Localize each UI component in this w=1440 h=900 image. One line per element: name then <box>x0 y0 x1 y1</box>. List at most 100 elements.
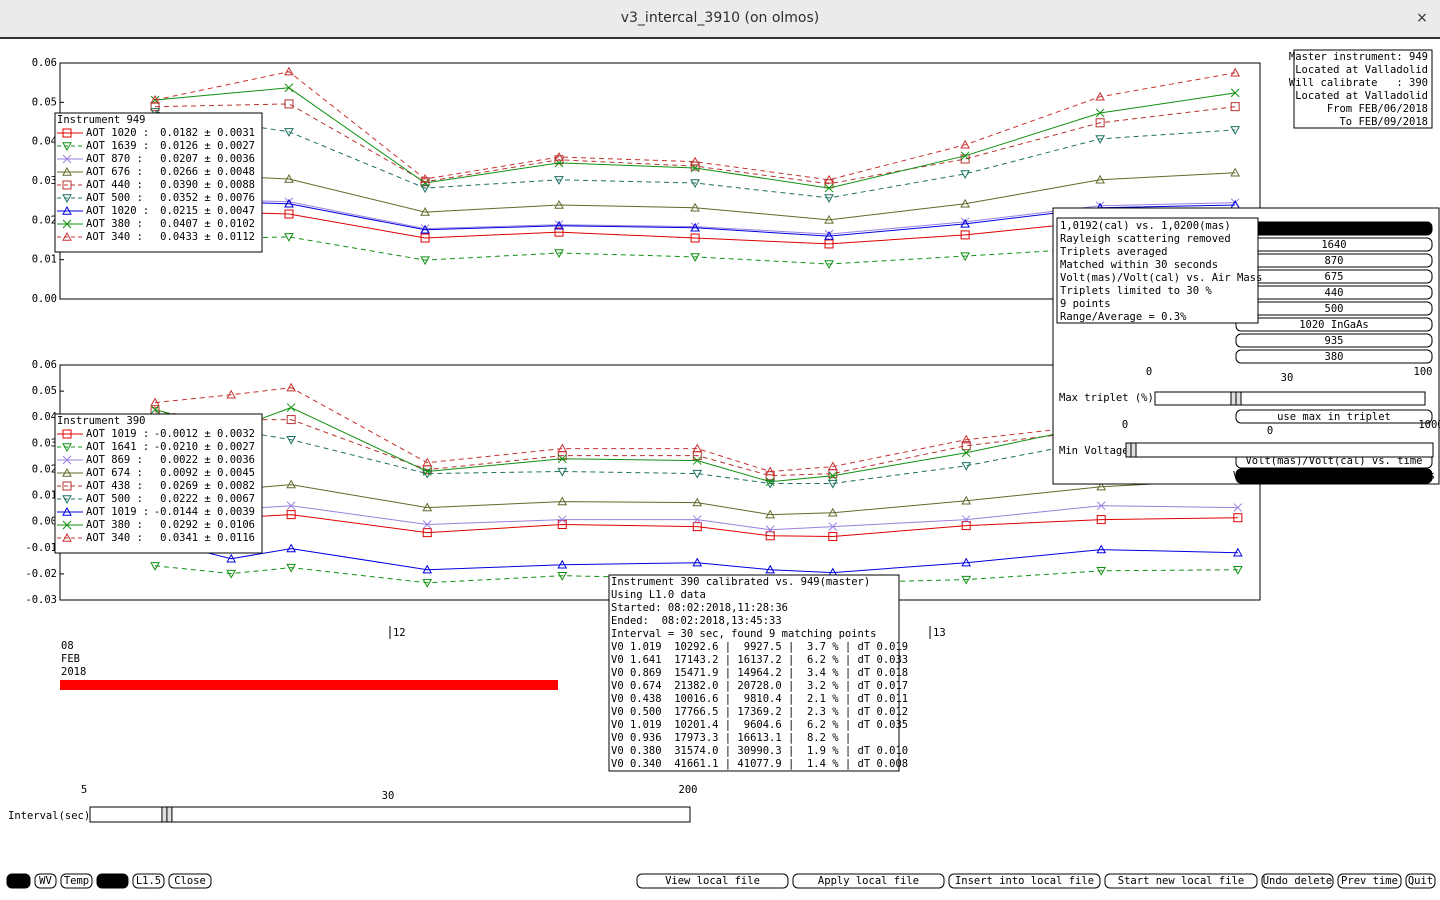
toolbar-button[interactable] <box>1104 873 1258 889</box>
toolbar-button-label[interactable]: L1.5 <box>136 875 161 887</box>
series-line <box>154 111 1236 199</box>
toolbar-button[interactable] <box>60 873 93 889</box>
toolbar-button[interactable] <box>6 873 31 889</box>
toolbar-button[interactable] <box>1337 873 1402 889</box>
marker-triangle <box>422 502 433 512</box>
status-line: Matched within 30 seconds <box>1060 259 1218 271</box>
toolbar-button-label[interactable]: Insert into local file <box>955 875 1094 887</box>
marker-triangle <box>554 220 564 230</box>
marker-square <box>692 522 702 532</box>
y-tick-label: 0.06 <box>32 359 57 371</box>
marker-triangle-down <box>284 233 294 242</box>
marker-triangle <box>960 218 970 228</box>
calibration-line: V0 1.019 10201.4 | 9604.6 | 6.2 % | dT 0… <box>611 719 908 731</box>
wavelength-button[interactable] <box>1235 349 1433 364</box>
legend-stat: 0.0269 ± 0.0082 <box>160 480 255 492</box>
wavelength-button-label[interactable]: 440 <box>1325 287 1344 299</box>
marker-square <box>961 521 971 531</box>
calibration-line: Instrument 390 calibrated vs. 949(master… <box>611 576 870 588</box>
toolbar-button-label[interactable]: Temp <box>64 875 89 887</box>
marker-triangle <box>690 156 700 166</box>
toolbar-button-label[interactable]: AOT <box>9 875 29 887</box>
y-tick-label: 0.01 <box>32 254 57 266</box>
wavelength-button-label[interactable]: 380 <box>1325 351 1344 363</box>
marker-triangle <box>961 495 972 505</box>
marker-triangle <box>150 94 160 104</box>
wavelength-button-label[interactable]: 675 <box>1325 271 1344 283</box>
marker-triangle-down <box>824 260 834 270</box>
marker-square <box>286 510 296 520</box>
toolbar-button[interactable] <box>636 873 789 889</box>
marker-triangle-down <box>960 252 970 262</box>
toolbar-button-label[interactable]: Apply local file <box>818 875 919 887</box>
toolbar-button[interactable] <box>1405 873 1436 889</box>
legend-label: AOT 674 : <box>86 467 143 479</box>
series-line <box>154 172 1236 221</box>
wavelength-button-label[interactable]: 870 <box>1325 255 1344 267</box>
marker-triangle <box>961 434 972 444</box>
toolbar-button[interactable] <box>1261 873 1334 889</box>
wavelength-button-label[interactable]: 1640 <box>1321 239 1346 251</box>
marker-triangle <box>62 467 72 477</box>
toolbar-button-label[interactable]: Prev time <box>1341 875 1398 887</box>
marker-cross <box>286 501 296 511</box>
option-button[interactable] <box>1235 409 1433 424</box>
toolbar-button-label[interactable]: Quit <box>1408 875 1433 887</box>
date-label: 08 <box>61 640 74 652</box>
status-box <box>1056 217 1259 324</box>
legend-label: AOT 1020 : <box>86 127 149 139</box>
toolbar-button[interactable] <box>948 873 1101 889</box>
wavelength-button-label[interactable]: 1020 InGaAs <box>1299 319 1369 331</box>
marker-triangle-down <box>286 563 296 573</box>
toolbar-button[interactable] <box>132 873 165 889</box>
marker-cross <box>1233 503 1243 512</box>
wavelength-button[interactable] <box>1235 333 1433 348</box>
marker-cross <box>1230 88 1240 98</box>
toolbar-button-label[interactable]: View local file <box>665 875 760 887</box>
option-button-label[interactable]: use max in triplet <box>1277 411 1391 423</box>
toolbar-button[interactable] <box>792 873 945 889</box>
slider-label: Interval(sec) <box>8 810 90 822</box>
marker-triangle <box>1233 547 1243 557</box>
master-info-line: Located at Valladolid <box>1295 64 1428 76</box>
x-tick-label: 13 <box>933 627 946 639</box>
calibration-line: Interval = 30 sec, found 9 matching poin… <box>611 628 877 640</box>
y-tick-label: -0.01 <box>25 542 57 554</box>
marker-square <box>150 102 160 112</box>
status-line: 9 points <box>1060 298 1111 310</box>
marker-square <box>765 531 775 541</box>
marker-triangle <box>824 231 834 240</box>
toolbar-button-label[interactable]: WV <box>39 875 52 887</box>
slider-track <box>89 806 691 823</box>
wavelength-button-label[interactable]: 935 <box>1325 335 1344 347</box>
slider-value: 30 <box>1281 372 1294 384</box>
marker-square <box>554 227 564 237</box>
legend-stat: 0.0390 ± 0.0088 <box>160 179 255 191</box>
marker-triangle <box>420 207 430 216</box>
close-button[interactable]: × <box>1416 10 1428 26</box>
toolbar-button-label[interactable]: Undo delete <box>1263 875 1333 887</box>
plot-mode-button[interactable] <box>1235 468 1433 484</box>
plot-mode-label[interactable]: Volt(mas)/Volt(cal) vs. time <box>1245 455 1422 467</box>
wavelength-button-label[interactable]: 1020 <box>1321 223 1346 235</box>
wavelength-button[interactable] <box>1235 317 1433 332</box>
toolbar-button-label[interactable]: Start new local file <box>1118 875 1244 887</box>
plot-mode-label[interactable]: Volt(mas)/Volt(cal) vs. Air Mass <box>1233 470 1435 482</box>
toolbar-button[interactable] <box>34 873 57 889</box>
toolbar-button[interactable] <box>96 873 129 889</box>
legend-stat: 0.0022 ± 0.0036 <box>160 454 255 466</box>
toolbar-button-label[interactable]: L1.0 <box>100 875 125 887</box>
marker-square <box>824 239 834 249</box>
marker-cross <box>557 454 567 464</box>
marker-triangle <box>692 497 703 507</box>
series-line <box>154 504 1238 531</box>
series-line <box>154 71 1236 181</box>
wavelength-button-label[interactable]: 500 <box>1325 303 1344 315</box>
marker-triangle <box>961 557 972 567</box>
legend-label: AOT 1639 : <box>86 140 149 152</box>
marker-square <box>1095 118 1105 128</box>
toolbar-button[interactable] <box>168 873 212 889</box>
toolbar-button-label[interactable]: Close <box>174 875 206 887</box>
marker-triangle-down <box>961 462 972 471</box>
slider-min: 0 <box>1146 366 1152 378</box>
